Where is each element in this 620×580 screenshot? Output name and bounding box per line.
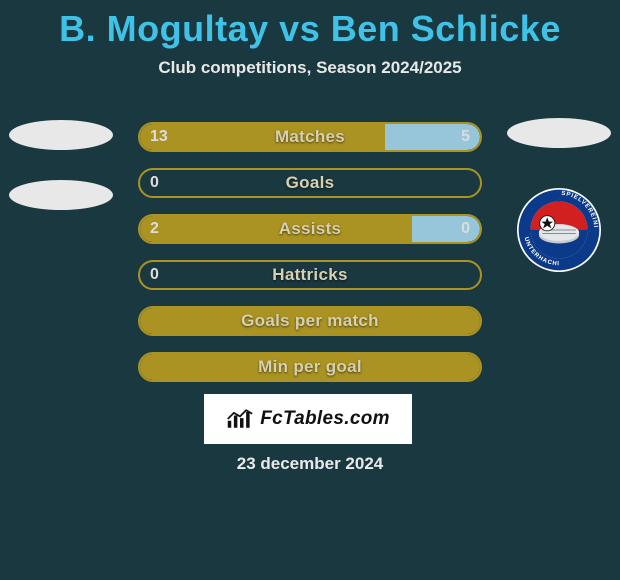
right-badge-column: SPIELVEREINIGUNG UNTERHACHING (504, 120, 614, 272)
crest-icon: SPIELVEREINIGUNG UNTERHACHING (517, 188, 601, 272)
bar-value-left: 13 (150, 124, 168, 150)
stat-bars: Matches135Goals0Assists20Hattricks0Goals… (138, 122, 482, 382)
club-crest-unterhaching: SPIELVEREINIGUNG UNTERHACHING (517, 188, 601, 272)
bar-label: Matches (140, 124, 480, 150)
stat-bar-hattricks: Hattricks0 (138, 260, 482, 290)
watermark-text: FcTables.com (260, 408, 390, 430)
bar-value-right: 5 (461, 124, 470, 150)
bar-label: Min per goal (140, 354, 480, 380)
date-text: 23 december 2024 (0, 454, 620, 474)
bar-value-left: 0 (150, 262, 159, 288)
chart-icon (226, 408, 254, 430)
bar-value-right: 0 (461, 216, 470, 242)
player-left-badge-2 (9, 180, 113, 210)
bar-label: Assists (140, 216, 480, 242)
title: B. Mogultay vs Ben Schlicke (0, 0, 620, 50)
player-right-name: Ben Schlicke (331, 8, 561, 49)
bar-value-left: 0 (150, 170, 159, 196)
stat-bar-goals-per-match: Goals per match (138, 306, 482, 336)
stat-bar-goals: Goals0 (138, 168, 482, 198)
left-badge-column (6, 120, 116, 210)
stat-bar-assists: Assists2 0 (138, 214, 482, 244)
stat-bar-min-per-goal: Min per goal (138, 352, 482, 382)
bar-label: Goals (140, 170, 480, 196)
subtitle: Club competitions, Season 2024/2025 (0, 58, 620, 78)
player-right-badge-1 (507, 118, 611, 148)
bar-value-left: 2 (150, 216, 159, 242)
stat-bar-matches: Matches13 5 (138, 122, 482, 152)
player-left-badge-1 (9, 120, 113, 150)
watermark: FcTables.com (204, 394, 412, 444)
player-left-name: B. Mogultay (59, 8, 269, 49)
bar-label: Goals per match (140, 308, 480, 334)
bar-label: Hattricks (140, 262, 480, 288)
vs-text: vs (279, 8, 320, 49)
